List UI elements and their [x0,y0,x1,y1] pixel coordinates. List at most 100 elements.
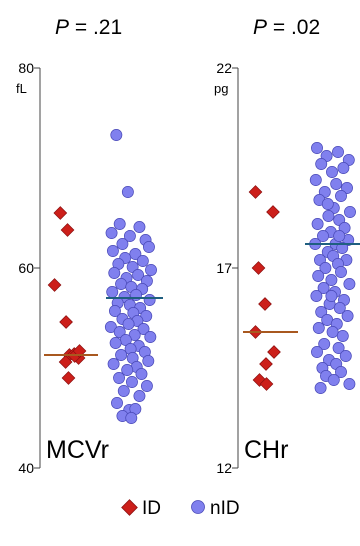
nid-point [125,412,138,424]
nid-point [319,262,332,274]
nid-point [126,376,138,388]
nid-point [121,364,134,376]
nid-point [115,278,128,290]
nid-point [326,166,338,178]
nid-point [322,210,335,222]
nid-point [121,186,134,198]
y-unit: fL [16,81,27,96]
title-equals: = [267,16,291,39]
nid-point [128,329,141,341]
nid-point [129,248,142,260]
nid-point [310,290,323,302]
legend-diamond-marker [121,499,138,516]
nid-point [115,349,128,361]
nid-point [337,162,350,174]
nid-point [309,174,322,186]
y-tick-label: 40 [18,460,34,476]
nid-point [326,326,339,338]
nid-point [116,238,129,250]
id-point [248,185,263,199]
id-point [259,377,274,391]
nid-point [109,305,121,317]
title-equals: = [69,16,93,39]
y-tick-label: 80 [18,60,34,76]
id-point [53,206,68,220]
y-tick-label: 17 [216,260,232,276]
nid-point [335,190,347,202]
nid-point [133,221,146,233]
legend-circle-marker [191,500,205,514]
nid-point [339,350,352,362]
id-point [251,261,266,275]
nid-point [343,378,356,390]
p-value: .21 [93,16,122,39]
nid-point [111,397,123,409]
nid-point [344,206,356,218]
nid-point [325,274,338,286]
data-marks [44,129,163,424]
panel-title: P = .21 [55,16,122,39]
nid-point [330,178,343,190]
nid-point [144,331,157,343]
nid-point [136,255,149,267]
id-point [259,357,273,371]
y-tick-label: 60 [18,260,34,276]
nid-point [135,368,148,380]
id-point [266,205,280,219]
nid-point [140,310,153,322]
nid-point [333,302,346,314]
id-point [61,371,76,385]
nid-point [104,321,117,333]
legend-label-nid: nID [210,498,240,519]
p-value: .02 [291,16,320,39]
nid-point [335,366,347,378]
nid-point [145,264,157,276]
nid-point [311,218,324,230]
nid-point [105,227,118,239]
nid-point [333,230,346,242]
p-symbol: P [55,16,69,39]
nid-point [117,385,130,397]
nid-point [143,241,155,253]
data-marks [243,142,360,394]
nid-point [332,146,344,158]
nid-point [122,318,135,330]
nid-point [109,337,122,349]
nid-point [315,306,328,318]
nid-point [321,198,334,210]
nid-point [312,270,325,282]
nid-point [106,245,119,257]
nid-point [133,390,146,402]
id-point [267,345,281,359]
nid-point [341,310,354,322]
nid-point [315,158,328,170]
panel-label: MCVr [46,436,109,464]
nid-point [332,342,345,354]
nid-point [336,330,349,342]
nid-point [140,380,153,392]
nid-point [137,323,150,335]
id-point [47,278,62,292]
p-symbol: P [253,16,267,39]
nid-point [341,182,353,194]
nid-point [132,269,145,281]
nid-point [312,322,325,334]
id-point [59,315,73,329]
id-point [258,297,272,311]
y-tick-label: 12 [216,460,232,476]
id-point [58,355,73,369]
nid-point [108,267,121,279]
panel-chr: P = .02 22 17 12 pg CHr [214,16,360,476]
nid-point [311,346,323,358]
nid-point [314,382,327,394]
nid-point [343,278,356,290]
legend-label-id: ID [142,498,161,519]
panel-mcvr: P = .21 80 60 40 fL MCVr [16,16,163,476]
nid-point [113,372,125,384]
nid-point [327,374,340,386]
legend: ID nID [121,498,240,519]
id-point [60,223,75,237]
nid-point [311,142,323,154]
nid-point [106,286,119,298]
